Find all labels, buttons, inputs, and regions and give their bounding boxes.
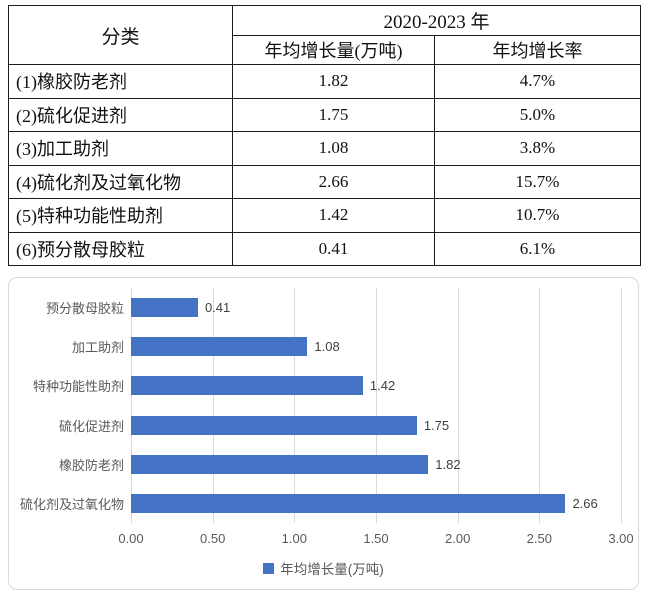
period-column-header: 2020-2023 年 [231, 5, 642, 36]
category-cell: (3)加工助剂 [8, 131, 233, 166]
bar-value-label: 2.66 [572, 495, 598, 511]
rate-cell: 3.8% [433, 131, 642, 166]
amount-cell: 1.82 [232, 64, 435, 99]
legend-series-label: 年均增长量(万吨) [280, 562, 384, 577]
gridline [294, 288, 296, 523]
category-label: 预分散母胶粒 [45, 301, 124, 317]
amount-cell: 1.08 [232, 131, 435, 166]
category-cell: (5)特种功能性助剂 [8, 198, 233, 233]
x-tick-label: 2.00 [445, 531, 471, 546]
category-label: 加工助剂 [71, 340, 124, 356]
rate-column-header: 年均增长率 [433, 35, 642, 65]
table-row: (2)硫化促进剂 1.75 5.0% [8, 97, 642, 132]
x-tick-label: 0.00 [118, 531, 144, 546]
rate-cell: 5.0% [433, 97, 642, 132]
gridline [621, 288, 622, 523]
value-axis-line [131, 288, 132, 523]
bar-value-label: 1.42 [369, 378, 396, 394]
category-cell: (1)橡胶防老剂 [8, 64, 233, 99]
bar [131, 454, 429, 474]
bar-value-label: 0.41 [204, 300, 231, 316]
table-header-row-metrics: 年均增长量(万吨) 年均增长率 [9, 35, 642, 65]
x-tick-label: 1.00 [281, 531, 307, 546]
amount-column-header: 年均增长量(万吨) [232, 35, 435, 65]
rate-cell: 10.7% [433, 198, 642, 233]
chart-value-axis: 0.00 0.50 1.00 1.50 2.00 2.50 3.00 [118, 531, 633, 547]
bar [131, 337, 308, 357]
x-tick-label: 3.00 [608, 531, 634, 546]
x-tick-label: 1.50 [363, 531, 389, 546]
table-row: (6)预分散母胶粒 0.41 6.1% [8, 231, 642, 266]
amount-cell: 0.41 [232, 231, 435, 266]
table-row: (1)橡胶防老剂 1.82 4.7% [8, 64, 642, 99]
bar-chart: 0.41 1.08 1.42 1.75 1.82 2.66 预分散母胶粒加工助剂特种功能性… [8, 277, 639, 590]
growth-table: 分类 2020-2023 年 年均增长量(万吨) 年均增长率 (1)橡胶防老剂 1… [8, 5, 642, 266]
chart-category-axis: 预分散母胶粒加工助剂特种功能性助剂硫化促进剂橡胶防老剂硫化剂及过氧化物 [9, 288, 124, 523]
category-cell: (4)硫化剂及过氧化物 [8, 164, 233, 199]
category-column-header: 分类 [8, 5, 233, 65]
category-cell: (6)预分散母胶粒 [8, 231, 233, 266]
x-tick-label: 2.50 [526, 531, 552, 546]
bar [131, 376, 363, 396]
amount-cell: 2.66 [232, 164, 435, 199]
bar-value-label: 1.82 [435, 456, 461, 472]
rate-cell: 4.7% [433, 64, 642, 99]
table-row: (5)特种功能性助剂 1.42 10.7% [8, 198, 642, 233]
amount-cell: 1.42 [232, 198, 435, 233]
category-label: 硫化促进剂 [58, 418, 124, 434]
bar [131, 415, 417, 435]
rate-cell: 15.7% [433, 164, 642, 199]
gridline [376, 288, 377, 523]
bar [131, 493, 566, 513]
gridline [539, 288, 541, 523]
amount-cell: 1.75 [232, 97, 435, 132]
bar-value-label: 1.75 [423, 417, 450, 433]
x-tick-label: 0.50 [200, 531, 226, 546]
legend-series-marker-icon [263, 562, 275, 574]
table-row: (4)硫化剂及过氧化物 2.66 15.7% [8, 164, 642, 199]
rate-cell: 6.1% [433, 231, 642, 266]
table-header-row-period: 分类 2020-2023 年 [8, 5, 642, 65]
category-label: 硫化剂及过氧化物 [19, 496, 124, 512]
gridline [212, 288, 214, 523]
chart-plot-area: 0.41 1.08 1.42 1.75 1.82 2.66 [131, 288, 622, 523]
gridline [457, 288, 459, 523]
category-cell: (2)硫化促进剂 [8, 97, 233, 132]
growth-table-container: 分类 2020-2023 年 年均增长量(万吨) 年均增长率 (1)橡胶防老剂 1… [8, 5, 642, 266]
table-row: (3)加工助剂 1.08 3.8% [8, 131, 642, 166]
chart-legend: 年均增长量(万吨) [9, 559, 638, 577]
category-label: 橡胶防老剂 [58, 457, 124, 473]
bar [131, 298, 198, 318]
category-label: 特种功能性助剂 [32, 379, 124, 395]
bar-value-label: 1.08 [314, 339, 340, 355]
